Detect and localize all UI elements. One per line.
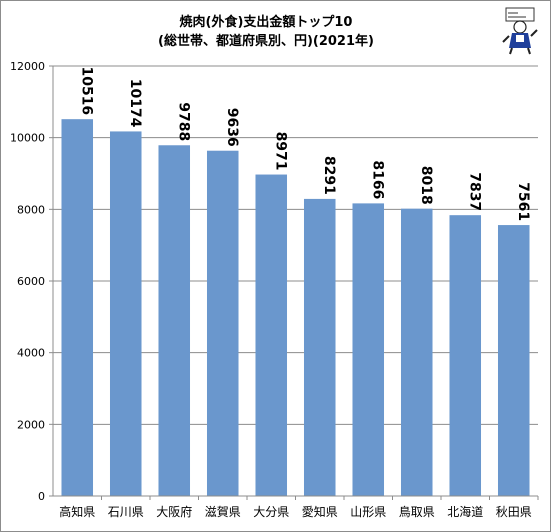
data-label: 8018 [418,166,434,205]
data-label: 8291 [321,156,337,195]
bar [400,208,433,496]
chart-title: 焼肉(外食)支出金額トップ10 [180,14,353,30]
bar [303,198,336,497]
data-label: 8166 [369,160,385,199]
x-tick-label: 大分県 [253,505,289,519]
x-tick-label: 石川県 [108,505,144,519]
axes: 0 2000 4000 6000 8000 10000 12000 高知県 石川県 大阪府 滋賀県大… [10,60,539,519]
bar [255,174,288,496]
bar [497,225,530,497]
data-labels: 10516 10174 9788 9636 8971 8291 8166 8018 7837 75… [78,66,531,221]
bar [158,145,191,496]
x-tick-label: 鳥取県 [399,504,435,519]
data-label: 10174 [127,79,143,128]
x-tick-label: 愛知県 [302,505,338,519]
chart-subtitle: (総世帯、都道府県別、円)(2021年) [158,33,374,49]
bar [206,150,239,496]
x-tick-label: 高知県 [59,504,95,519]
bar [352,203,385,496]
y-tick-label: 8000 [17,203,45,216]
data-label: 7561 [515,182,531,221]
bars [61,119,530,497]
data-label: 9636 [224,108,240,147]
data-label: 9788 [175,102,191,141]
data-label: 8971 [272,132,288,171]
x-tick-label: 秋田県 [496,505,532,519]
y-tick-label: 0 [38,490,45,503]
y-tick-label: 4000 [17,347,45,360]
bar [61,119,94,496]
y-tick-label: 12000 [10,60,45,73]
y-tick-label: 10000 [10,132,45,145]
x-tick-label: 滋賀県 [205,505,241,519]
bar [449,215,482,496]
bar [109,131,142,496]
x-tick-label: 山形県 [350,505,386,519]
y-tick-label: 2000 [17,418,45,431]
data-label: 7837 [466,172,482,211]
mascot-figure-icon [502,7,538,55]
x-tick-label: 北海道 [447,504,483,519]
y-tick-label: 6000 [17,275,45,288]
data-label: 10516 [78,66,94,115]
x-tick-label: 大阪府 [156,504,192,519]
